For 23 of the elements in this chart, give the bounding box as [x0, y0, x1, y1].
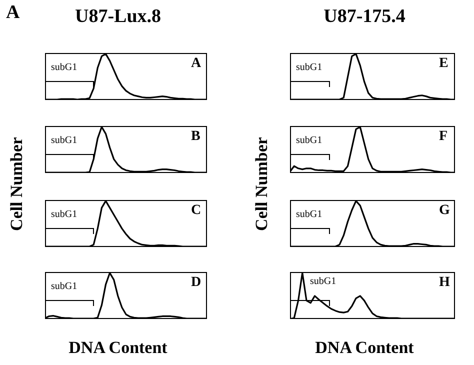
annotation: subG1 — [51, 135, 78, 146]
annotation: subG1 — [310, 276, 336, 287]
annotation: subG1 — [51, 281, 78, 292]
annotation: subG1 — [296, 62, 322, 73]
annotation: H — [439, 275, 450, 291]
annotation: subG1 — [51, 62, 78, 73]
chart-title: U87-Lux.8 — [74, 6, 162, 28]
annotation: subG1 — [296, 135, 322, 146]
annotation: subG1 — [296, 209, 322, 220]
y-axis-title: Cell Number — [7, 137, 27, 231]
annotation: subG1 — [51, 209, 78, 220]
annotation: B — [191, 129, 200, 145]
annotation: D — [191, 275, 202, 291]
y-axis-title: Cell Number — [252, 137, 272, 231]
annotation: A — [191, 56, 202, 72]
annotation: F — [439, 129, 448, 145]
annotation: G — [439, 203, 450, 219]
annotation: C — [191, 203, 202, 219]
x-axis-title: DNA Content — [315, 338, 414, 358]
text: A — [6, 2, 20, 24]
annotation: E — [439, 56, 448, 72]
chart-title: U87-175.4 — [324, 6, 406, 28]
x-axis-title: DNA Content — [68, 338, 168, 358]
